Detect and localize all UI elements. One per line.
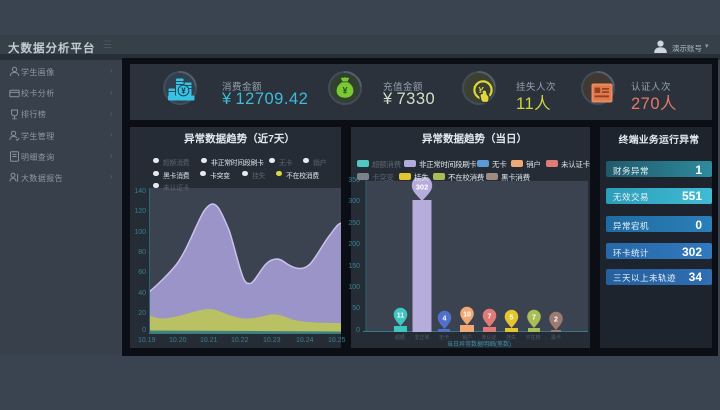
svg-text:4: 4 — [443, 316, 447, 323]
svg-text:5: 5 — [510, 315, 514, 322]
svg-text:2: 2 — [554, 317, 558, 324]
svg-text:11: 11 — [397, 313, 405, 320]
svg-text:7: 7 — [532, 315, 536, 322]
svg-text:10: 10 — [463, 312, 471, 319]
svg-text:7: 7 — [488, 314, 492, 321]
svg-text:¥: ¥ — [181, 87, 186, 96]
svg-text:302: 302 — [416, 182, 429, 191]
svg-text:¥: ¥ — [342, 86, 347, 96]
